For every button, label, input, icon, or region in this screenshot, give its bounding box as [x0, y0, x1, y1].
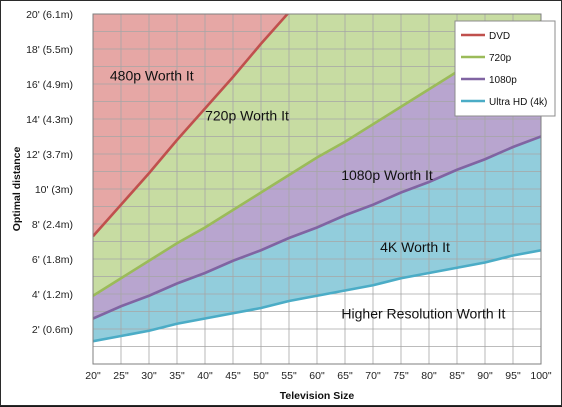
- series-line-4k: [93, 248, 541, 343]
- x-tick-label: 80": [421, 370, 437, 382]
- region-annotation: 720p Worth It: [205, 108, 289, 124]
- x-tick-label: 50": [253, 370, 269, 382]
- x-tick-label: 30": [141, 370, 157, 382]
- y-tick-label: 4' (1.2m): [32, 289, 73, 301]
- legend-entry-dvd: DVD: [461, 31, 510, 42]
- x-axis-title: Television Size: [280, 390, 355, 402]
- legend-entry-720p: 720p: [461, 53, 512, 64]
- legend-label: 1080p: [489, 75, 517, 86]
- legend-entry-4k: Ultra HD (4k): [461, 97, 547, 108]
- x-tick-label: 70": [365, 370, 381, 382]
- x-tick-label: 35": [169, 370, 185, 382]
- y-tick-label: 10' (3m): [35, 184, 73, 196]
- y-tick-label: 8' (2.4m): [32, 219, 73, 231]
- x-tick-label: 40": [197, 370, 213, 382]
- y-tick-label: 18' (5.5m): [26, 44, 73, 56]
- series-line-dvd: [93, 14, 290, 238]
- x-tick-label: 75": [393, 370, 409, 382]
- x-tick-label: 60": [309, 370, 325, 382]
- x-tick-label: 65": [337, 370, 353, 382]
- y-tick-label: 6' (1.8m): [32, 254, 73, 266]
- plot-border: [92, 13, 542, 365]
- y-tick-label: 12' (3.7m): [26, 149, 73, 161]
- region-annotation: 4K Worth It: [380, 239, 450, 255]
- x-tick-label: 55": [281, 370, 297, 382]
- y-tick-label: 16' (4.9m): [26, 79, 73, 91]
- y-axis-title: Optimal distance: [11, 147, 23, 232]
- legend-label: DVD: [489, 31, 510, 42]
- legend-label: 720p: [489, 53, 512, 64]
- y-tick-label: 2' (0.6m): [32, 324, 73, 336]
- region-annotation: Higher Resolution Worth It: [341, 305, 505, 321]
- x-tick-label: 95": [505, 370, 521, 382]
- y-tick-label: 20' (6.1m): [26, 9, 73, 21]
- legend-entry-1080p: 1080p: [461, 75, 517, 86]
- legend-label: Ultra HD (4k): [489, 97, 547, 108]
- y-tick-label: 14' (4.3m): [26, 114, 73, 126]
- region-annotation: 1080p Worth It: [341, 167, 433, 183]
- region-annotation: 480p Worth It: [110, 67, 194, 83]
- x-tick-label: 85": [449, 370, 465, 382]
- x-tick-label: 20": [85, 370, 101, 382]
- x-tick-label: 45": [225, 370, 241, 382]
- x-tick-label: 90": [477, 370, 493, 382]
- series-line-1080p: [93, 135, 541, 320]
- x-tick-label: 25": [113, 370, 129, 382]
- x-tick-label: 100": [530, 370, 552, 382]
